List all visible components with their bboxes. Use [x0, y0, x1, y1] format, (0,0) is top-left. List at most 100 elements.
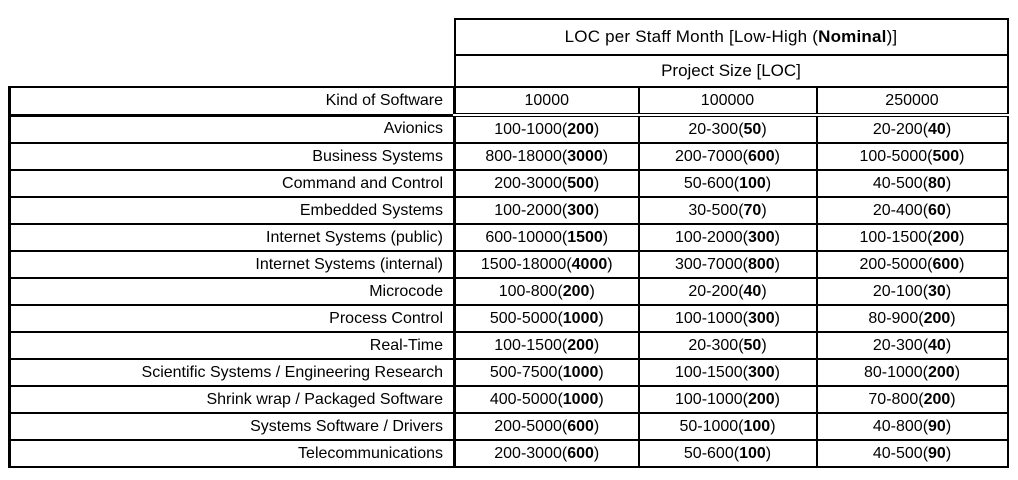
close-paren: ) [959, 255, 965, 273]
range-text: 100-1500 [859, 228, 928, 246]
range-text: 70-800 [868, 390, 919, 408]
open-paren: ( [561, 444, 568, 462]
open-paren: ( [742, 363, 748, 381]
close-paren: ) [774, 255, 780, 273]
cell-loc-range-nominal: 40-800(90) [815, 412, 1009, 441]
table-row: Real-Time 100-1500(200) 20-300(50) 20-300(4… [8, 331, 1009, 360]
cell-loc-range-nominal: 20-100(30) [815, 277, 1009, 306]
close-paren: ) [761, 120, 767, 138]
nominal-value: 1500 [567, 228, 603, 246]
nominal-value: 50 [743, 120, 762, 138]
table-row: Internet Systems (internal) 1500-18000(40… [8, 250, 1009, 279]
range-text: 50-1000 [679, 417, 739, 435]
table-row: Process Control 500-5000(1000) 100-1000(30… [8, 304, 1009, 333]
close-paren: ) [598, 363, 604, 381]
range-text: 20-100 [872, 282, 923, 300]
column-header-250000: 250000 [815, 86, 1009, 117]
open-paren: ( [742, 309, 748, 327]
table-row: Business Systems 800-18000(3000) 200-7000(… [8, 142, 1009, 171]
cell-loc-range-nominal: 100-2000(300) [637, 223, 818, 252]
table-row: Systems Software / Drivers 200-5000(600) 5… [8, 412, 1009, 441]
nominal-value: 60 [928, 201, 946, 219]
range-text: 100-1000 [675, 309, 743, 327]
open-paren: ( [922, 417, 929, 435]
open-paren: ( [922, 444, 929, 462]
range-text: 40-800 [872, 417, 923, 435]
table-row: Scientific Systems / Engineering Researc… [8, 358, 1009, 387]
close-paren: ) [774, 390, 780, 408]
close-paren: ) [761, 336, 767, 354]
cell-loc-range-nominal: 20-200(40) [815, 114, 1009, 144]
cell-loc-range-nominal: 50-600(100) [637, 439, 818, 468]
cell-loc-range-nominal: 20-200(40) [637, 277, 818, 306]
cell-loc-range-nominal: 100-1000(200) [637, 385, 818, 414]
nominal-value: 300 [747, 228, 775, 246]
close-paren: ) [774, 309, 780, 327]
project-size-header-row: Project Size [LOC] [10, 54, 1009, 88]
cell-loc-range-nominal: 80-900(200) [815, 304, 1009, 333]
range-text: 20-400 [872, 201, 923, 219]
open-paren: ( [733, 444, 740, 462]
open-paren: ( [557, 390, 563, 408]
table-row: Embedded Systems 100-2000(300) 30-500(70) 2… [8, 196, 1009, 225]
open-paren: ( [742, 228, 748, 246]
open-paren: ( [738, 120, 744, 138]
close-paren: ) [945, 417, 952, 435]
cell-loc-range-nominal: 20-300(50) [637, 331, 818, 360]
nominal-value: 90 [928, 417, 946, 435]
cell-loc-range-nominal: 20-300(50) [637, 114, 818, 144]
cell-loc-range-nominal: 300-7000(800) [637, 250, 818, 279]
range-text: 100-2000 [494, 201, 562, 219]
close-paren: ) [602, 228, 609, 246]
close-paren: ) [774, 147, 780, 165]
table-title-text: LOC per Staff Month [Low-High ( [564, 27, 819, 46]
close-paren: ) [774, 363, 780, 381]
nominal-value: 200 [923, 309, 951, 327]
row-label-kind-of-software: Shrink wrap / Packaged Software [8, 385, 456, 414]
nominal-value: 600 [932, 255, 960, 273]
cell-loc-range-nominal: 20-300(40) [815, 331, 1009, 360]
cell-loc-range-nominal: 600-10000(1500) [453, 223, 640, 252]
range-text: 100-1000 [494, 120, 562, 138]
cell-loc-range-nominal: 400-5000(1000) [453, 385, 640, 414]
cell-loc-range-nominal: 40-500(90) [815, 439, 1009, 468]
range-text: 200-7000 [675, 147, 743, 165]
row-label-kind-of-software: Systems Software / Drivers [8, 412, 456, 441]
range-text: 40-500 [872, 174, 923, 192]
open-paren: ( [922, 201, 929, 219]
cell-loc-range-nominal: 500-5000(1000) [453, 304, 640, 333]
open-paren: ( [918, 390, 924, 408]
nominal-value: 200 [567, 120, 594, 138]
range-text: 30-500 [688, 201, 739, 219]
nominal-value: 4000 [571, 255, 608, 273]
nominal-value: 100 [739, 444, 766, 462]
open-paren: ( [561, 336, 568, 354]
row-label-kind-of-software: Command and Control [8, 169, 456, 198]
table-row: Command and Control 200-3000(500) 50-600(1… [8, 169, 1009, 198]
range-text: 100-1500 [675, 363, 743, 381]
range-text: 100-2000 [675, 228, 743, 246]
open-paren: ( [922, 120, 929, 138]
nominal-value: 300 [747, 363, 775, 381]
cell-loc-range-nominal: 40-500(80) [815, 169, 1009, 198]
nominal-value: 800 [747, 255, 775, 273]
close-paren: ) [954, 363, 961, 381]
range-text: 20-300 [688, 120, 739, 138]
cell-loc-range-nominal: 100-5000(500) [815, 142, 1009, 171]
open-paren: ( [922, 336, 929, 354]
close-paren: ) [593, 444, 600, 462]
nominal-value: 70 [743, 201, 762, 219]
open-paren: ( [561, 417, 568, 435]
nominal-value: 1000 [562, 363, 599, 381]
cell-loc-range-nominal: 200-7000(600) [637, 142, 818, 171]
blank-top-left-area [10, 55, 455, 87]
close-paren: ) [593, 120, 600, 138]
open-paren: ( [738, 336, 744, 354]
range-text: 80-1000 [863, 363, 923, 381]
nominal-value: 200 [562, 282, 590, 300]
cell-loc-range-nominal: 70-800(200) [815, 385, 1009, 414]
nominal-value: 200 [932, 228, 960, 246]
cell-loc-range-nominal: 100-800(200) [453, 277, 640, 306]
range-text: 20-300 [688, 336, 739, 354]
close-paren: ) [593, 174, 600, 192]
